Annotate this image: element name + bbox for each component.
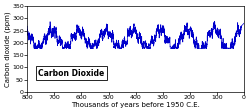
Text: Carbon Dioxide: Carbon Dioxide bbox=[38, 69, 104, 78]
Y-axis label: Carbon dioxide (ppm): Carbon dioxide (ppm) bbox=[4, 11, 11, 87]
X-axis label: Thousands of years before 1950 C.E.: Thousands of years before 1950 C.E. bbox=[71, 102, 200, 108]
